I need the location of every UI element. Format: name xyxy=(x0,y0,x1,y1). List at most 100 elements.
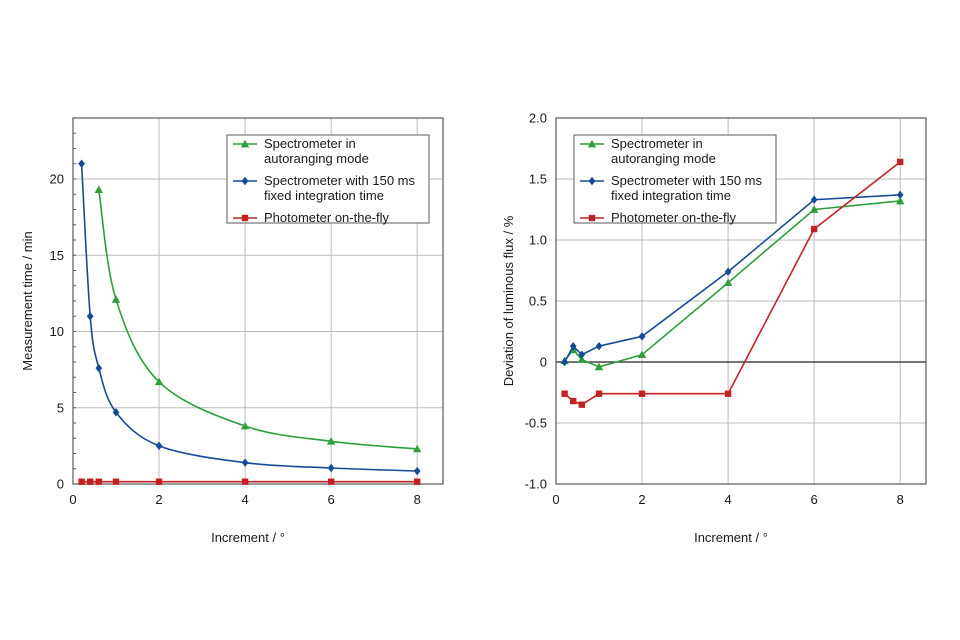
legend-label: fixed integration time xyxy=(611,188,731,203)
legend-label: Photometer on-the-fly xyxy=(611,210,737,225)
x-tick-label: 0 xyxy=(552,492,559,507)
data-point xyxy=(95,363,103,373)
series-diamond-blue xyxy=(561,190,904,367)
data-point xyxy=(240,421,250,430)
data-point xyxy=(895,196,905,205)
chart-measurement-time: 0 2 4 6 8 0 5 10 15 20 Increment / ° Measurement ti… xyxy=(20,117,444,545)
y-tick-label: 10 xyxy=(50,324,64,339)
y-tick-label: 5 xyxy=(57,400,64,415)
y-tick-label: -0.5 xyxy=(525,416,547,431)
y-tick-label: 0.5 xyxy=(529,294,547,309)
x-tick-label: 8 xyxy=(414,492,421,507)
series-square-red xyxy=(561,158,904,408)
legend-marker xyxy=(241,214,249,222)
x-tick-label: 2 xyxy=(155,492,162,507)
data-point xyxy=(637,350,647,359)
legend-label: Spectrometer with 150 ms xyxy=(611,173,763,188)
data-point xyxy=(595,390,603,397)
x-tick-label: 6 xyxy=(328,492,335,507)
plot-frame xyxy=(555,117,927,485)
legend-label: Photometer on-the-fly xyxy=(264,210,390,225)
data-point xyxy=(327,463,335,473)
data-point xyxy=(810,225,818,233)
y-tick-label: 1.5 xyxy=(529,172,547,187)
data-point xyxy=(561,357,568,367)
data-point xyxy=(723,278,733,287)
data-point xyxy=(241,458,249,467)
data-point xyxy=(78,478,85,485)
data-point xyxy=(561,390,568,397)
series-triangle-green xyxy=(94,185,422,453)
data-point xyxy=(577,355,587,363)
series-diamond-blue xyxy=(78,159,421,476)
data-point xyxy=(413,478,421,485)
y-tick-label: 0 xyxy=(57,477,64,492)
data-point xyxy=(413,466,421,476)
x-tick-label: 0 xyxy=(69,492,76,507)
series-line xyxy=(80,163,418,472)
y-tick-label: 20 xyxy=(50,172,64,187)
x-tick-label: 6 xyxy=(811,492,818,507)
data-point xyxy=(326,437,336,445)
data-point xyxy=(638,332,646,341)
legend-label: fixed integration time xyxy=(264,188,384,203)
legend-marker xyxy=(588,214,596,222)
data-point xyxy=(569,341,577,351)
series-triangle-green xyxy=(560,196,905,371)
legend-label: Spectrometer in xyxy=(264,136,356,151)
legend-marker xyxy=(241,176,249,186)
x-tick-label: 4 xyxy=(241,492,248,507)
data-point xyxy=(78,159,85,168)
series-line xyxy=(98,189,418,450)
data-point xyxy=(896,190,904,200)
data-point xyxy=(724,390,732,397)
data-point xyxy=(86,312,94,321)
y-tick-label: 2.0 xyxy=(529,111,547,126)
legend-label: autoranging mode xyxy=(264,151,369,166)
data-point xyxy=(112,478,120,485)
legend-label: autoranging mode xyxy=(611,151,716,166)
legend-marker xyxy=(240,139,250,148)
data-point xyxy=(570,397,577,405)
legend-marker xyxy=(588,176,596,186)
data-point xyxy=(578,401,586,408)
data-point xyxy=(112,408,120,417)
data-point xyxy=(809,205,819,213)
y-tick-label: 1.0 xyxy=(529,233,547,248)
x-tick-label: 8 xyxy=(897,492,904,507)
legend-box xyxy=(226,134,430,224)
data-point xyxy=(155,441,163,451)
x-tick-label: 2 xyxy=(638,492,645,507)
series-square-red xyxy=(78,478,421,485)
data-point xyxy=(94,185,104,194)
y-axis-label: Measurement time / min xyxy=(20,231,35,370)
y-tick-label: 0 xyxy=(540,355,547,370)
x-axis-label: Increment / ° xyxy=(211,530,285,545)
y-tick-label: -1.0 xyxy=(525,477,547,492)
data-point xyxy=(595,341,603,351)
data-point xyxy=(327,478,335,485)
legend-entry: Photometer on-the-fly xyxy=(580,210,737,225)
y-axis-label: Deviation of luminous flux / % xyxy=(501,215,516,386)
chart-luminous-flux-deviation: 0 2 4 6 8 -1.0 -0.5 0 0.5 1.0 1.5 2.0 Increment / ° D… xyxy=(501,111,927,545)
data-point xyxy=(412,444,422,453)
legend-label: Spectrometer with 150 ms xyxy=(264,173,416,188)
data-point xyxy=(578,350,586,359)
x-tick-label: 4 xyxy=(724,492,731,507)
data-point xyxy=(155,478,163,485)
legend-label: Spectrometer in xyxy=(611,136,703,151)
legend-entry: Photometer on-the-fly xyxy=(233,210,390,225)
data-point xyxy=(896,158,904,166)
data-point xyxy=(87,478,94,485)
data-point xyxy=(810,195,818,204)
x-axis-label: Increment / ° xyxy=(694,530,768,545)
legend-box xyxy=(573,134,777,224)
y-tick-label: 15 xyxy=(50,248,64,263)
